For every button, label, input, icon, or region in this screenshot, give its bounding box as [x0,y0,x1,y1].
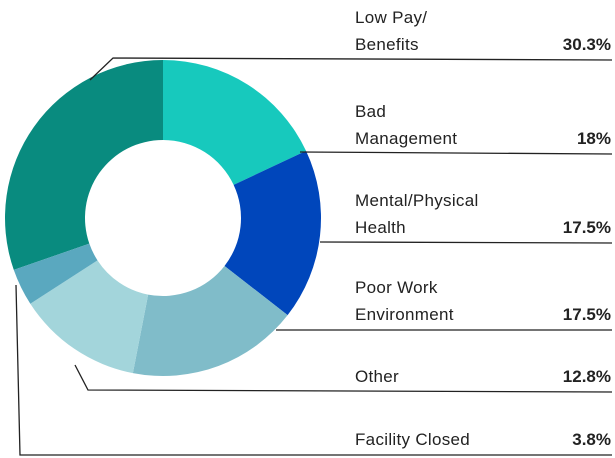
value-label: 30.3% [562,35,611,54]
donut-segment [163,60,307,185]
value-label: 17.5% [562,305,611,324]
leader-line [89,57,613,81]
leader-line [74,364,613,393]
value-label: 17.5% [562,218,611,237]
category-label: Poor Work Environment [355,278,454,324]
donut-segment [132,265,288,376]
value-label: 3.8% [572,430,611,449]
category-label: Mental/Physical Health [355,191,479,237]
leader-line [15,284,612,456]
value-label: 12.8% [562,367,611,386]
donut-segment [5,60,163,270]
donut-segment [30,260,149,374]
category-label: Facility Closed [355,430,471,449]
category-label: Low Pay/ Benefits [355,8,428,54]
leader-line [319,241,613,244]
value-label: 18% [576,129,611,148]
donut-segment [13,243,98,304]
category-label: Other [355,367,400,386]
leader-line [299,151,613,155]
donut-segment [224,150,321,316]
category-label: Bad Management [355,102,458,148]
